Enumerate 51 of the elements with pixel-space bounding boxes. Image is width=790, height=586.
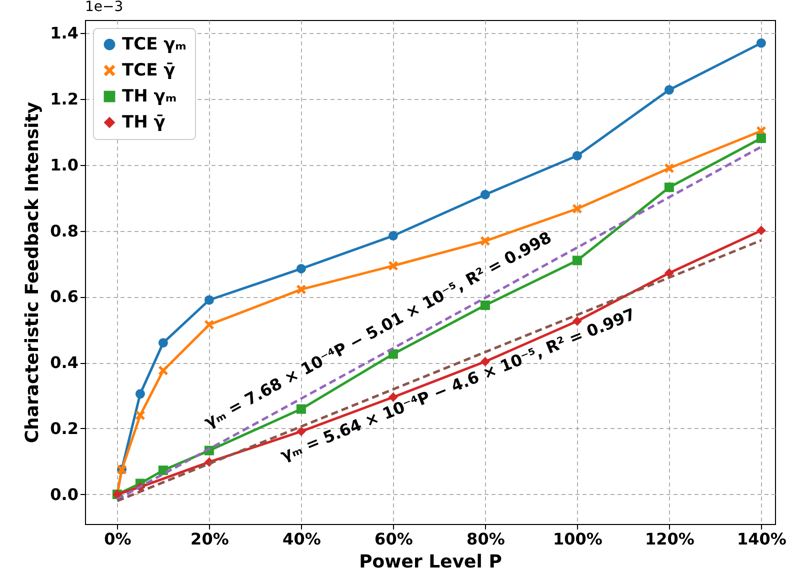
x-tick-label: 40% xyxy=(282,530,321,548)
point xyxy=(756,226,766,236)
y-tick-label: 1.4 xyxy=(50,24,78,43)
point xyxy=(572,204,582,214)
point xyxy=(204,320,214,330)
y-tick-label: 0.6 xyxy=(50,287,78,306)
y-tick-label: 1.2 xyxy=(50,90,78,109)
y-tick-label: 0.8 xyxy=(50,221,78,240)
legend-label: TCE γₘ xyxy=(122,34,186,54)
point xyxy=(664,85,674,95)
x-tick-label: 0% xyxy=(104,530,132,548)
x-tick-label: 140% xyxy=(736,530,786,548)
point xyxy=(572,150,582,160)
point xyxy=(158,366,168,376)
y-tick-label: 1.0 xyxy=(50,155,78,174)
y-tick-label: 0.0 xyxy=(50,484,78,504)
point xyxy=(572,256,582,266)
point xyxy=(204,295,214,305)
x-tick-label: 120% xyxy=(644,530,694,548)
point xyxy=(296,264,306,274)
x-tick-label: 100% xyxy=(552,530,602,548)
legend-label: TCE γ̄ xyxy=(122,60,176,80)
point xyxy=(296,404,306,414)
point xyxy=(480,190,490,200)
point xyxy=(756,134,766,144)
point xyxy=(135,389,145,399)
point xyxy=(756,38,766,48)
point xyxy=(664,182,674,192)
point xyxy=(480,356,490,366)
legend-label: TH γ̄ xyxy=(122,112,166,132)
point xyxy=(388,349,398,359)
text: 1e−3 xyxy=(85,0,124,15)
point xyxy=(664,163,674,173)
point xyxy=(296,426,306,436)
point xyxy=(158,338,168,348)
y-tick-label: 0.4 xyxy=(50,353,78,372)
point xyxy=(572,316,582,326)
point xyxy=(296,284,306,294)
y-axis-title: Characteristic Feedback Intensity xyxy=(22,102,44,444)
legend-label: TH γₘ xyxy=(122,86,177,106)
point xyxy=(388,231,398,240)
x-tick-label: 60% xyxy=(374,530,413,548)
point xyxy=(480,236,490,246)
point xyxy=(664,268,674,278)
point xyxy=(135,410,145,420)
y-tick-label: 0.2 xyxy=(50,418,78,438)
point xyxy=(480,300,490,310)
point xyxy=(388,261,398,270)
x-tick-label: 80% xyxy=(466,530,505,548)
x-tick-label: 20% xyxy=(190,530,229,548)
x-axis-title: Power Level P xyxy=(359,552,502,572)
